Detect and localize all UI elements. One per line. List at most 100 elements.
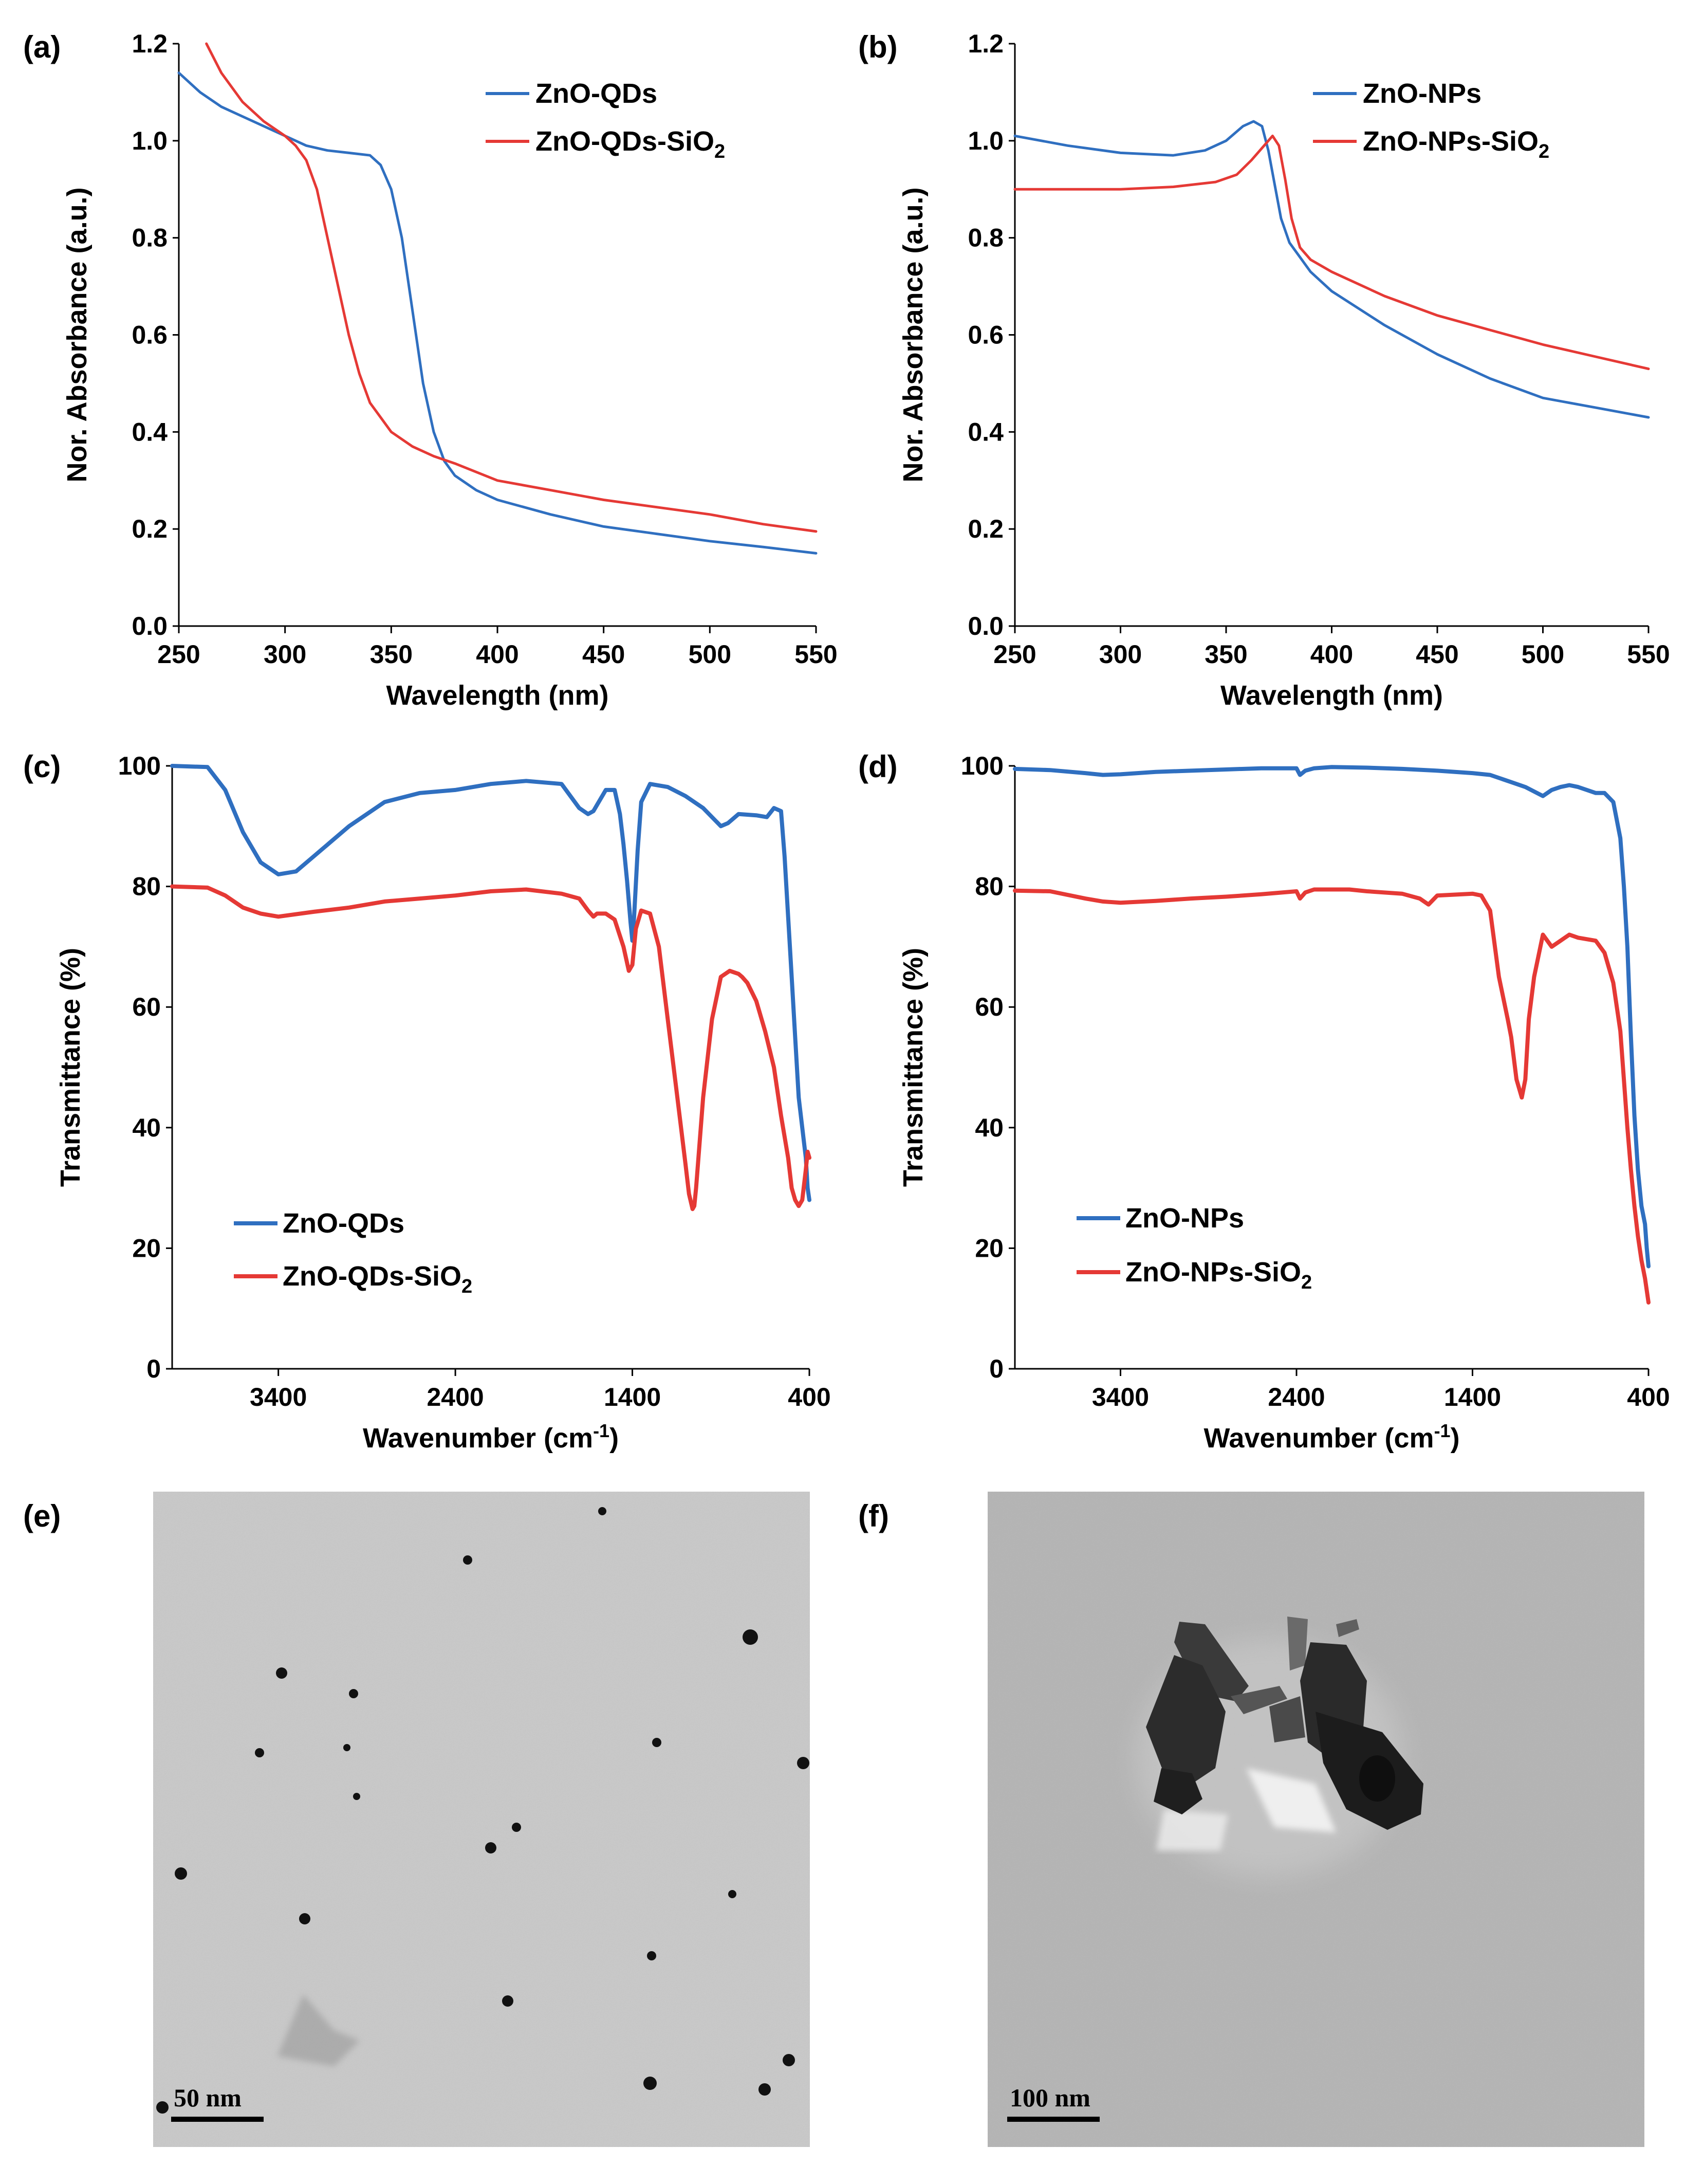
y-tick-label: 1.2 [132, 29, 168, 58]
legend-label-zno-nps: ZnO-NPs [1125, 1203, 1244, 1234]
y-tick-label: 80 [132, 872, 161, 901]
y-tick-label: 0.2 [132, 515, 168, 543]
legend-label-zno-qds-sio2: ZnO-QDs-SiO2 [283, 1261, 472, 1297]
scale-bar-f: 100 nm [1007, 2083, 1100, 2122]
tem-image-f: 100 nm [988, 1492, 1644, 2147]
y-tick-label: 0.6 [132, 321, 168, 350]
y-tick-label: 0.8 [132, 224, 168, 252]
y-tick-label: 0.4 [132, 417, 168, 446]
x-tick-label: 550 [1627, 640, 1670, 669]
panel-label-b: (b) [858, 30, 898, 64]
scale-bar-e: 50 nm [171, 2083, 264, 2122]
x-tick-label: 250 [157, 640, 200, 669]
x-tick-label: 300 [264, 640, 306, 669]
legend-label-zno-nps: ZnO-NPs [1363, 78, 1481, 109]
x-tick-label: 400 [476, 640, 518, 669]
legend-label-zno-qds: ZnO-QDs [535, 78, 657, 109]
nanorod-crystals [1146, 1617, 1423, 1830]
tem-image-e: 50 nm [153, 1492, 810, 2147]
x-tick-label: 3400 [1092, 1383, 1149, 1411]
scale-bar-line [171, 2117, 264, 2122]
y-tick-label: 1.0 [132, 126, 168, 155]
x-tick-label: 1400 [604, 1383, 661, 1411]
series-zno-qds-line [170, 764, 811, 1202]
x-tick-label: 400 [788, 1383, 830, 1411]
legend-c: ZnO-QDs ZnO-QDs-SiO2 [234, 1208, 472, 1297]
legend-text: ZnO-QDs-SiO [283, 1261, 461, 1292]
y-tick-label: 0.4 [968, 417, 1004, 446]
y-tick-label: 0.0 [968, 612, 1004, 640]
x-axis-label: Wavelength (nm) [1220, 680, 1443, 711]
x-axis-label: Wavelength (nm) [386, 680, 608, 711]
panel-label-c: (c) [23, 749, 61, 784]
legend-label-zno-nps-sio2: ZnO-NPs-SiO2 [1125, 1257, 1312, 1293]
y-tick-label: 0.8 [968, 224, 1004, 252]
y-tick-label: 60 [975, 993, 1004, 1021]
x-axis-label-superscript: -1 [1434, 1420, 1451, 1441]
legend-label-zno-qds: ZnO-QDs [283, 1208, 404, 1239]
x-axis-label-base: Wavenumber (cm [1203, 1423, 1434, 1454]
x-tick-label: 400 [1310, 640, 1353, 669]
y-axis-label: Nor. Absorbance (a.u.) [898, 187, 929, 482]
y-axis-label: Transmittance (%) [55, 948, 86, 1187]
y-tick-label: 0 [989, 1354, 1004, 1383]
series-zno-nps-sio2-line [1013, 134, 1650, 371]
legend-label-zno-qds-sio2: ZnO-QDs-SiO2 [535, 126, 725, 162]
nanoparticle-dots [156, 1507, 809, 2114]
x-tick-label: 550 [794, 640, 837, 669]
y-tick-label: 40 [975, 1113, 1004, 1142]
uv-vis-chart-b: 0.0 0.2 0.4 0.6 0.8 1.0 1.2 250 300 350 400 450 500 5… [898, 29, 1670, 711]
series-zno-qds-line [177, 71, 818, 555]
y-tick-label: 100 [961, 751, 1004, 780]
legend-subscript: 2 [714, 141, 725, 162]
legend-subscript: 2 [1301, 1272, 1312, 1293]
x-tick-label: 300 [1099, 640, 1142, 669]
legend-label-zno-nps-sio2: ZnO-NPs-SiO2 [1363, 126, 1549, 162]
legend-a: ZnO-QDs ZnO-QDs-SiO2 [486, 78, 725, 162]
legend-text: ZnO-QDs-SiO [535, 126, 714, 157]
legend-text: ZnO-NPs-SiO [1125, 1257, 1301, 1288]
y-tick-label: 0.0 [132, 612, 168, 640]
series-zno-qds-sio2-line [205, 42, 818, 533]
x-axis-label: Wavenumber (cm-1) [363, 1420, 619, 1454]
legend-d: ZnO-NPs ZnO-NPs-SiO2 [1077, 1203, 1312, 1293]
y-tick-label: 40 [132, 1113, 161, 1142]
x-tick-label: 400 [1627, 1383, 1670, 1411]
ftir-chart-d: 0 20 40 60 80 100 3400 2400 1400 400 Wavenumber (c… [898, 751, 1670, 1454]
scale-bar-line [1007, 2117, 1100, 2122]
series-zno-nps-line [1013, 765, 1651, 1269]
series-zno-nps-sio2-line [1013, 887, 1651, 1305]
legend-subscript: 2 [1539, 141, 1549, 162]
y-tick-label: 0 [146, 1354, 161, 1383]
x-tick-label: 2400 [427, 1383, 484, 1411]
y-tick-label: 60 [132, 993, 161, 1021]
series-zno-nps-line [1013, 120, 1650, 419]
legend-text: ZnO-NPs-SiO [1363, 126, 1539, 157]
y-axis-label: Nor. Absorbance (a.u.) [62, 187, 92, 482]
y-tick-label: 20 [132, 1234, 161, 1262]
panel-label-d: (d) [858, 749, 898, 784]
ftir-chart-c: 0 20 40 60 80 100 3400 2400 1400 400 Wavenumber (c… [55, 751, 831, 1454]
x-axis-label-tail: ) [609, 1423, 619, 1454]
x-tick-label: 2400 [1268, 1383, 1325, 1411]
y-tick-label: 80 [975, 872, 1004, 901]
y-axis-label: Transmittance (%) [898, 948, 929, 1187]
x-tick-label: 1400 [1444, 1383, 1501, 1411]
legend-b: ZnO-NPs ZnO-NPs-SiO2 [1313, 78, 1549, 162]
y-tick-label: 20 [975, 1234, 1004, 1262]
x-tick-label: 450 [582, 640, 625, 669]
panel-label-a: (a) [23, 30, 61, 64]
y-tick-label: 1.2 [968, 29, 1004, 58]
x-tick-label: 350 [1205, 640, 1247, 669]
y-tick-label: 100 [118, 751, 161, 780]
x-axis-label-base: Wavenumber (cm [363, 1423, 593, 1454]
x-tick-label: 500 [689, 640, 731, 669]
x-tick-label: 250 [993, 640, 1036, 669]
panel-label-e: (e) [23, 1499, 61, 1533]
panel-label-f: (f) [858, 1499, 889, 1533]
x-tick-label: 450 [1416, 640, 1458, 669]
x-axis-label-superscript: -1 [593, 1420, 609, 1441]
x-tick-label: 350 [370, 640, 413, 669]
y-tick-label: 1.0 [968, 126, 1004, 155]
